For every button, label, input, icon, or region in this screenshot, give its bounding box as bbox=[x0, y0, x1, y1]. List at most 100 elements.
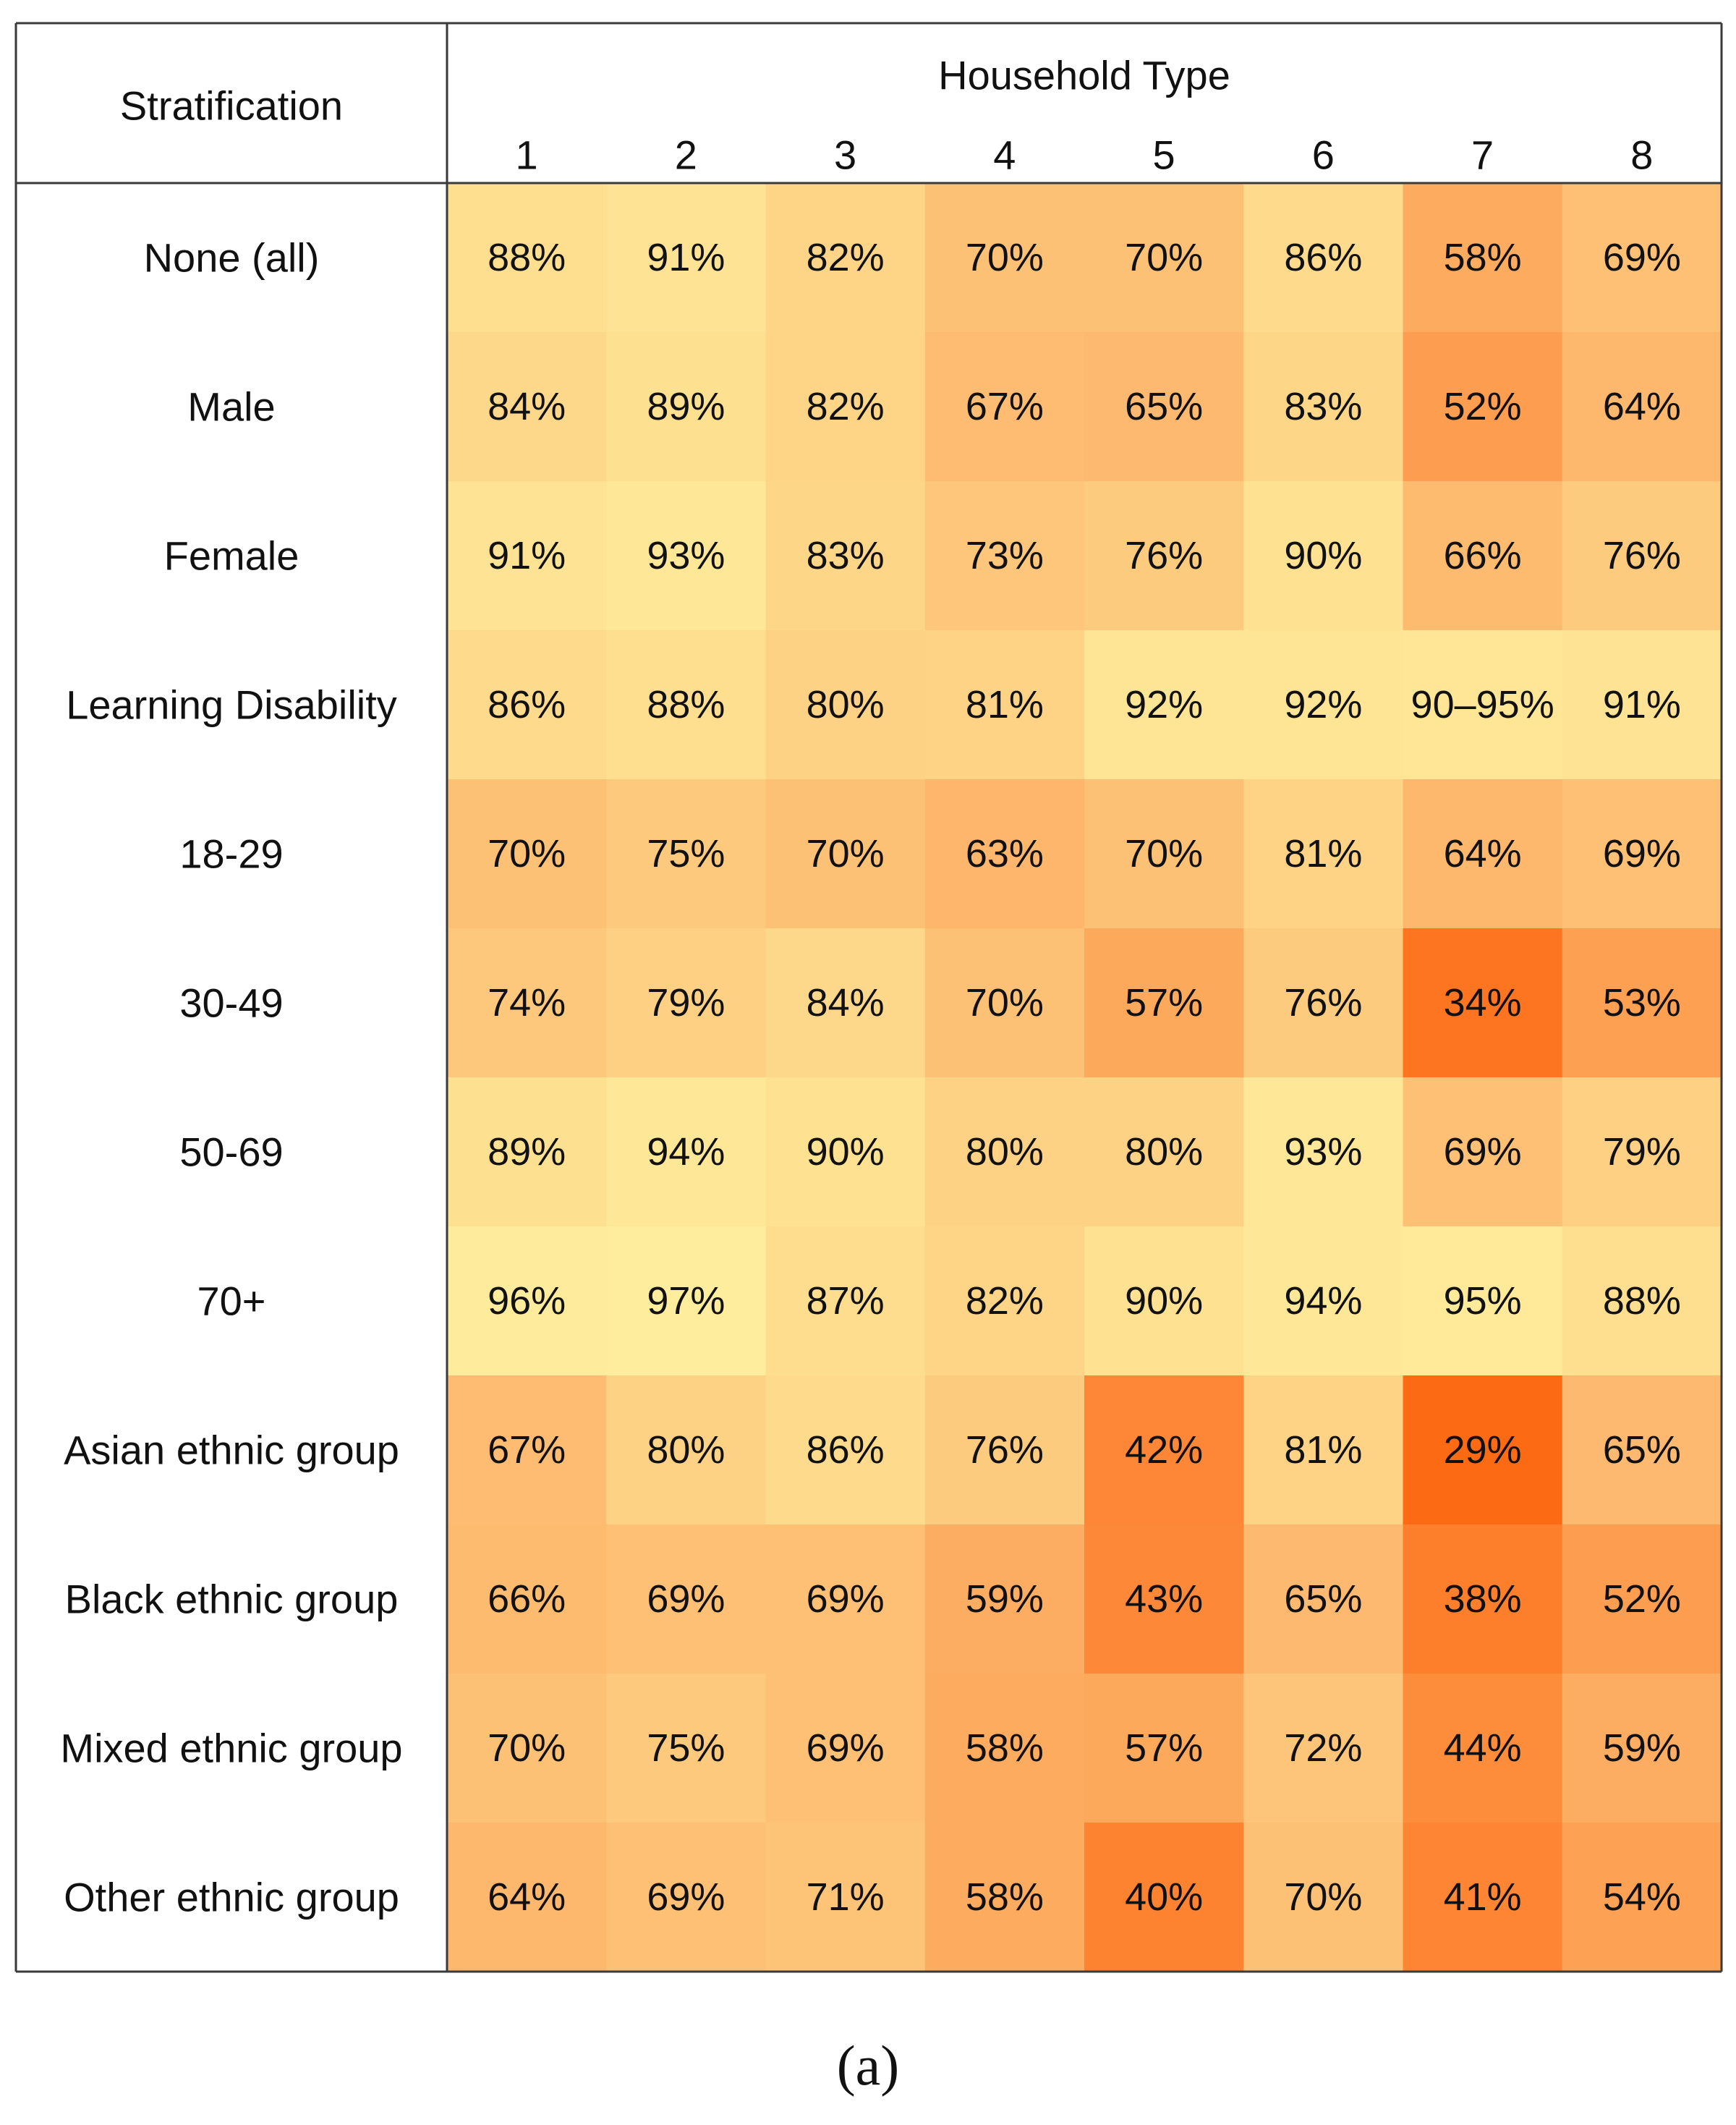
heat-cell-value: 75% bbox=[647, 832, 725, 875]
heat-cell bbox=[765, 481, 926, 631]
heat-cell-value: 69% bbox=[647, 1577, 725, 1621]
heat-cell-value: 70% bbox=[1125, 236, 1203, 279]
heat-cell-value: 82% bbox=[807, 385, 885, 428]
heat-cell-value: 95% bbox=[1444, 1279, 1522, 1323]
row-label-cell bbox=[16, 332, 447, 481]
heat-cell-value: 76% bbox=[1603, 534, 1681, 577]
heat-cell bbox=[924, 1674, 1085, 1823]
heat-cell bbox=[1243, 1077, 1403, 1227]
heat-cell bbox=[606, 1375, 766, 1525]
heat-cell bbox=[1562, 779, 1722, 929]
heat-cell-value: 65% bbox=[1603, 1428, 1681, 1472]
heat-cell-value: 76% bbox=[966, 1428, 1044, 1472]
heat-cell-value: 81% bbox=[966, 683, 1044, 726]
heat-cell bbox=[765, 928, 926, 1078]
heat-cell-value: 69% bbox=[1444, 1130, 1522, 1174]
heat-cell-value: 42% bbox=[1125, 1428, 1203, 1472]
heat-cell-value: 53% bbox=[1603, 981, 1681, 1025]
row-label-cell bbox=[16, 928, 447, 1077]
heat-cell bbox=[1084, 779, 1244, 929]
heat-cell bbox=[1562, 1524, 1722, 1674]
heat-cell bbox=[1243, 1375, 1403, 1525]
row-label-cell bbox=[16, 1823, 447, 1972]
row-label-cell bbox=[16, 1226, 447, 1375]
heat-cell-value: 75% bbox=[647, 1726, 725, 1770]
heat-cell bbox=[606, 928, 766, 1078]
heat-cell-value: 96% bbox=[488, 1279, 566, 1323]
heat-cell bbox=[1562, 332, 1722, 482]
heat-cell-value: 69% bbox=[1603, 236, 1681, 279]
heat-cell-value: 76% bbox=[1125, 534, 1203, 577]
heat-cell bbox=[1562, 1674, 1722, 1823]
row-label-cell bbox=[16, 779, 447, 928]
heat-cell bbox=[606, 779, 766, 929]
heat-cell bbox=[765, 332, 926, 482]
heat-cell bbox=[1084, 1375, 1244, 1525]
heat-cell bbox=[1243, 779, 1403, 929]
header-background bbox=[16, 23, 1722, 183]
heat-cell-value: 67% bbox=[488, 1428, 566, 1472]
heat-cell-value: 70% bbox=[966, 236, 1044, 279]
heat-cell bbox=[1403, 481, 1563, 631]
heat-cell bbox=[1562, 183, 1722, 333]
heat-cell-value: 93% bbox=[647, 534, 725, 577]
heat-cell bbox=[1243, 1674, 1403, 1823]
heat-cell bbox=[1403, 1524, 1563, 1674]
heat-cell-value: 89% bbox=[647, 385, 725, 428]
heat-cell-value: 90–95% bbox=[1411, 683, 1554, 726]
column-label-6: 6 bbox=[1312, 132, 1335, 178]
heat-cell bbox=[924, 332, 1085, 482]
heat-cell-value: 80% bbox=[647, 1428, 725, 1472]
row-label-other-ethnic-group: Other ethnic group bbox=[64, 1875, 399, 1920]
heat-cell-value: 79% bbox=[647, 981, 725, 1025]
row-label-male: Male bbox=[187, 384, 275, 430]
heat-cell-value: 41% bbox=[1444, 1875, 1522, 1919]
heat-cell bbox=[447, 481, 607, 631]
heat-cell-value: 59% bbox=[966, 1577, 1044, 1621]
heat-cell-value: 58% bbox=[966, 1875, 1044, 1919]
heat-cell bbox=[1403, 1674, 1563, 1823]
heat-cell-value: 43% bbox=[1125, 1577, 1203, 1621]
heat-cell-value: 92% bbox=[1284, 683, 1362, 726]
heat-cell bbox=[1403, 183, 1563, 333]
heat-cell bbox=[1403, 332, 1563, 482]
heat-cell-value: 90% bbox=[1284, 534, 1362, 577]
heat-cell bbox=[1243, 332, 1403, 482]
heat-cell bbox=[606, 1823, 766, 1972]
heat-cell bbox=[765, 630, 926, 780]
heat-cell bbox=[1562, 1226, 1722, 1376]
heat-cell bbox=[606, 630, 766, 780]
row-label-cell bbox=[16, 481, 447, 630]
heat-cell-value: 66% bbox=[488, 1577, 566, 1621]
heat-cell bbox=[1084, 630, 1244, 780]
heat-cell-value: 76% bbox=[1284, 981, 1362, 1025]
row-label-50-69: 50-69 bbox=[179, 1129, 283, 1175]
heat-cell bbox=[1084, 1226, 1244, 1376]
heat-cell bbox=[1562, 1077, 1722, 1227]
heat-cell bbox=[447, 332, 607, 482]
heat-cell-value: 81% bbox=[1284, 832, 1362, 875]
heat-cell bbox=[1084, 183, 1244, 333]
heat-cell bbox=[1084, 1674, 1244, 1823]
heat-cell bbox=[606, 1524, 766, 1674]
heat-cell bbox=[924, 1823, 1085, 1972]
heat-cell-value: 64% bbox=[1603, 385, 1681, 428]
heat-cell bbox=[1243, 1226, 1403, 1376]
heat-cell bbox=[765, 183, 926, 333]
heat-cell-value: 92% bbox=[1125, 683, 1203, 726]
heat-cell bbox=[606, 1674, 766, 1823]
heat-cell bbox=[1403, 928, 1563, 1078]
row-label-cell bbox=[16, 183, 447, 332]
heat-cell bbox=[765, 1226, 926, 1376]
heat-cell-value: 72% bbox=[1284, 1726, 1362, 1770]
heat-cell bbox=[765, 1375, 926, 1525]
heat-cell-value: 59% bbox=[1603, 1726, 1681, 1770]
heat-cell-value: 86% bbox=[488, 683, 566, 726]
heat-cell-value: 93% bbox=[1284, 1130, 1362, 1174]
column-label-5: 5 bbox=[1153, 132, 1175, 178]
heat-cell-value: 80% bbox=[966, 1130, 1044, 1174]
column-header-label: Household Type bbox=[938, 53, 1230, 98]
heat-cell bbox=[1084, 481, 1244, 631]
heat-cell-value: 94% bbox=[647, 1130, 725, 1174]
column-label-3: 3 bbox=[834, 132, 856, 178]
